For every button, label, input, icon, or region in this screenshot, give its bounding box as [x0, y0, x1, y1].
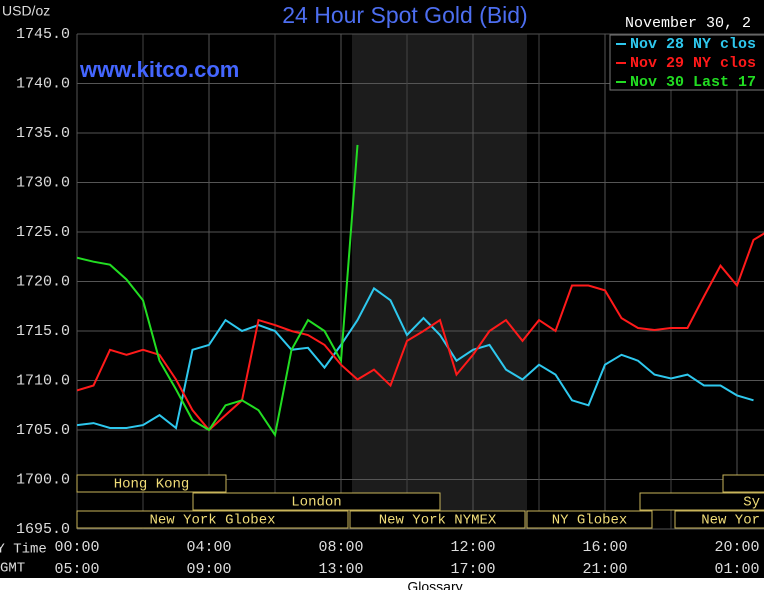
y-tick-label: 1745.0 [16, 26, 70, 43]
session-box [639, 492, 764, 511]
x-tick-label: 20:00 [714, 539, 759, 556]
x2-tick-label: 01:00 [714, 561, 759, 578]
x2-tick-label: 05:00 [54, 561, 99, 578]
session-box [349, 510, 526, 529]
watermark: www.kitco.com [79, 57, 239, 82]
legend-entry: Nov 30 Last 17 [630, 74, 756, 91]
legend-entry: Nov 29 NY clos [630, 55, 756, 72]
x-tick-label: 04:00 [186, 539, 231, 556]
session-box [192, 492, 441, 511]
session-box [722, 474, 764, 493]
x-axis-label: NY Time [0, 542, 47, 558]
price-line [77, 144, 359, 438]
session-label: London [291, 495, 341, 511]
session-box [674, 510, 764, 529]
session-label: New York Globex [149, 513, 275, 529]
y-tick-label: 1695.0 [16, 521, 70, 538]
price-line [77, 232, 764, 432]
x-tick-label: 00:00 [54, 539, 99, 556]
y-tick-label: 1705.0 [16, 422, 70, 439]
glossary-link[interactable]: Glossary [407, 579, 462, 590]
y-tick-label: 1740.0 [16, 75, 70, 92]
y-tick-label: 1710.0 [16, 372, 70, 389]
chart-title: 24 Hour Spot Gold (Bid) [282, 2, 527, 28]
y-tick-label: 1715.0 [16, 323, 70, 340]
legend-entry: Nov 28 NY clos [630, 36, 756, 53]
session-box [76, 474, 227, 493]
x2-tick-label: 21:00 [582, 561, 627, 578]
session-label: New York NYMEX [379, 513, 497, 529]
session-label: NY Globex [552, 513, 628, 529]
y-tick-label: 1720.0 [16, 273, 70, 290]
x-tick-label: 08:00 [318, 539, 363, 556]
session-label: Sy [743, 495, 760, 511]
y-axis-label: USD/oz [2, 3, 50, 19]
footer-bg [0, 578, 764, 590]
x2-tick-label: 13:00 [318, 561, 363, 578]
session-box [526, 510, 653, 529]
y-tick-label: 1730.0 [16, 174, 70, 191]
x2-tick-label: 17:00 [450, 561, 495, 578]
y-tick-label: 1725.0 [16, 224, 70, 241]
x-tick-label: 16:00 [582, 539, 627, 556]
x2-axis-label: GMT [0, 561, 25, 577]
y-tick-label: 1700.0 [16, 471, 70, 488]
x-tick-label: 12:00 [450, 539, 495, 556]
session-label: Hong Kong [114, 477, 190, 493]
session-label: New Yor [701, 513, 760, 529]
y-tick-label: 1735.0 [16, 125, 70, 142]
x2-tick-label: 09:00 [186, 561, 231, 578]
session-box [76, 510, 349, 529]
price-line [77, 286, 754, 430]
legend-box [609, 34, 764, 91]
date-label: November 30, 2 [625, 15, 751, 32]
